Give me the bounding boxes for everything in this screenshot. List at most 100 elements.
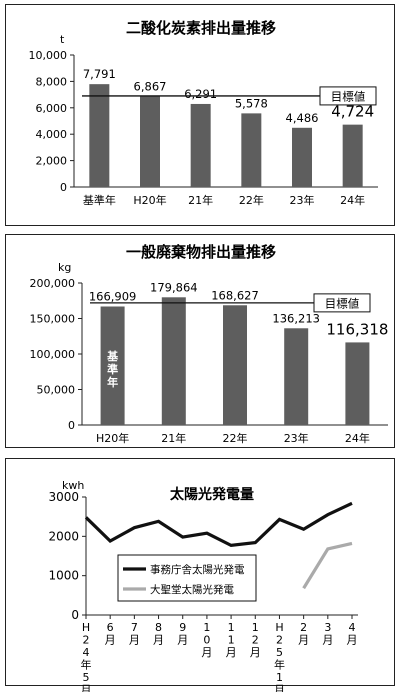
- x-tick-label-char: 月: [105, 634, 116, 647]
- y-tick-label: 10,000: [29, 49, 68, 62]
- x-tick-label: 22年: [239, 193, 264, 207]
- x-tick-label-char: 4: [349, 621, 356, 634]
- x-tick-label-char: 1: [203, 621, 210, 634]
- x-tick-label-char: 月: [298, 634, 309, 647]
- x-tick-label: H20年: [133, 193, 166, 207]
- chart-title: 二酸化炭素排出量推移: [126, 19, 276, 37]
- waste-bar-chart: 一般廃棄物排出量推移 kg 0 50,000 100,000 150,000 200,000…: [30, 243, 389, 445]
- legend-label: 大聖堂太陽光発電: [150, 583, 234, 596]
- x-tick-label-char: H: [82, 621, 90, 634]
- x-tick-label-char: 月: [201, 646, 212, 659]
- y-tick-label: 6,000: [36, 102, 68, 115]
- x-tick-label-char: 月: [347, 634, 358, 647]
- x-tick-label-char: 1: [228, 634, 235, 647]
- x-tick-label-char: 4: [83, 646, 90, 659]
- y-tick-label: 0: [68, 419, 75, 432]
- bar: [161, 297, 186, 425]
- bar: [292, 127, 312, 187]
- y-axis-unit: kg: [58, 261, 71, 274]
- x-tick-label: 24年: [340, 193, 365, 207]
- x-tick-label: 23年: [284, 431, 309, 445]
- co2-bar-chart: 二酸化炭素排出量推移 t 0 2,000 4,000 6,000 8,000 10,000 7,…: [29, 19, 378, 207]
- bar-annotation-char: 準: [107, 362, 118, 376]
- bar-annotation: 基準年: [106, 349, 119, 389]
- waste-chart-panel: 一般廃棄物排出量推移 kg 0 50,000 100,000 150,000 200,000…: [5, 234, 395, 448]
- series-line-1: [302, 541, 353, 590]
- bar: [284, 328, 309, 425]
- x-tick-label-char: 2: [300, 621, 307, 634]
- legend-label: 事務庁舎太陽光発電: [150, 563, 245, 576]
- x-tick-label-char: 6: [107, 621, 114, 634]
- bar-annotation-char: 基: [106, 349, 119, 363]
- x-tick-label-char: 5: [83, 671, 90, 684]
- bar: [342, 124, 363, 187]
- x-tick-label-char: 1: [228, 621, 235, 634]
- bar: [223, 305, 247, 425]
- x-tick-label: H20年: [96, 431, 129, 445]
- y-tick-label: 3000: [48, 490, 79, 504]
- x-tick-label-char: 5: [276, 646, 283, 659]
- x-tick-label-char: 0: [203, 634, 210, 647]
- data-label: 5,578: [235, 96, 268, 110]
- x-tick-label-char: 年: [274, 658, 285, 672]
- x-tick-label-char: 7: [131, 621, 138, 634]
- data-label: 166,909: [89, 289, 137, 303]
- y-tick-label: 50,000: [37, 384, 76, 397]
- x-tick-label-char: 8: [155, 621, 162, 634]
- x-tick-label-char: 月: [81, 684, 92, 692]
- target-label: 目標値: [331, 89, 366, 103]
- legend-box: [117, 554, 257, 602]
- co2-chart-panel: 二酸化炭素排出量推移 t 0 2,000 4,000 6,000 8,000 10,000 7,…: [5, 4, 395, 226]
- y-axis-unit: kwh: [62, 479, 84, 492]
- data-label: 6,291: [184, 87, 217, 101]
- x-tick-label-char: 1: [252, 621, 259, 634]
- data-label: 179,864: [150, 280, 198, 294]
- x-tick-label-char: 1: [276, 671, 283, 684]
- bar: [190, 103, 211, 187]
- x-tick-label-char: 月: [226, 646, 237, 659]
- bar: [89, 84, 110, 187]
- x-tick-label-char: 2: [83, 634, 90, 647]
- x-tick-label: 24年: [345, 431, 370, 445]
- x-tick-label-char: 9: [179, 621, 186, 634]
- target-label: 目標値: [325, 296, 360, 310]
- chart-title: 太陽光発電量: [170, 486, 254, 503]
- x-tick-label-char: 月: [129, 634, 140, 647]
- y-tick-label: 1000: [48, 569, 79, 583]
- data-label: 6,867: [134, 79, 167, 93]
- x-tick-label-char: 月: [322, 634, 333, 647]
- series-line-0: [84, 501, 353, 548]
- data-label: 4,724: [331, 103, 374, 121]
- y-tick-label: 150,000: [30, 313, 76, 326]
- x-tick-label-char: 2: [276, 634, 283, 647]
- x-tick-label-char: 月: [250, 646, 261, 659]
- data-label: 116,318: [326, 320, 388, 338]
- x-tick-label-char: 月: [274, 684, 285, 692]
- y-tick-label: 100,000: [30, 348, 76, 361]
- bar: [241, 113, 262, 187]
- x-tick-label-char: H: [275, 621, 283, 634]
- x-tick-label: 21年: [188, 193, 213, 207]
- data-label: 7,791: [83, 67, 116, 81]
- x-tick-label: 23年: [290, 193, 315, 207]
- bar: [140, 96, 160, 187]
- target-box: [319, 86, 377, 106]
- x-tick-label-char: 2: [252, 634, 259, 647]
- bar: [345, 342, 370, 425]
- x-tick-label: 基準年: [83, 193, 116, 207]
- bar-annotation-char: 年: [107, 375, 118, 389]
- solar-chart-panel: 太陽光発電量 kwh 0 1000 2000 3000 H 2 4 年 5 月 6 月 7 月 8 月 9 月 1 0 月 1…: [5, 458, 395, 692]
- y-tick-label: 2,000: [36, 155, 68, 168]
- x-tick-label: 22年: [223, 431, 248, 445]
- data-label: 4,486: [286, 111, 319, 125]
